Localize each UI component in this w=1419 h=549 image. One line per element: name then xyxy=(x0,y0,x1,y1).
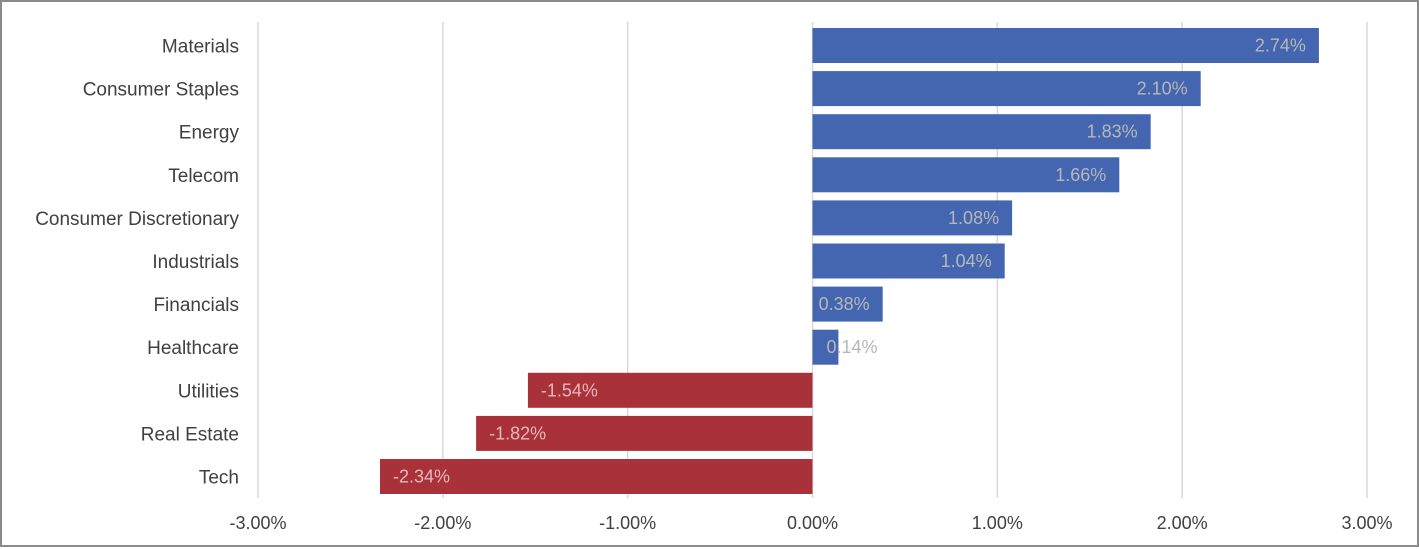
category-label: Industrials xyxy=(152,252,239,273)
bar-telecom xyxy=(812,157,1120,193)
data-label: 1.66% xyxy=(1055,165,1106,185)
bar-real-estate xyxy=(476,415,813,451)
bar-industrials xyxy=(812,243,1005,279)
data-label: 2.74% xyxy=(1255,36,1306,56)
bar-tech xyxy=(380,459,813,494)
category-label: Tech xyxy=(199,468,239,489)
bar-materials xyxy=(812,28,1319,63)
x-tick-label: 1.00% xyxy=(972,513,1023,533)
x-tick-label: 2.00% xyxy=(1157,513,1208,533)
category-label: Consumer Staples xyxy=(83,80,239,101)
category-label: Materials xyxy=(162,37,239,58)
category-label: Energy xyxy=(179,123,240,144)
x-tick-label: 0.00% xyxy=(787,513,838,533)
bar-consumer-discretionary xyxy=(812,200,1013,236)
category-label: Real Estate xyxy=(141,424,239,445)
bar-healthcare xyxy=(812,329,839,365)
data-label: 1.08% xyxy=(948,208,999,228)
bars xyxy=(380,28,1319,494)
x-tick-label: 3.00% xyxy=(1341,513,1392,533)
bar-energy xyxy=(812,114,1151,150)
data-label: 1.83% xyxy=(1087,122,1138,142)
category-label: Financials xyxy=(153,295,239,316)
data-label: -1.54% xyxy=(541,380,598,400)
category-label: Telecom xyxy=(168,166,239,187)
data-label: -2.34% xyxy=(393,467,450,487)
data-label: 2.10% xyxy=(1137,79,1188,99)
category-labels: Materials Consumer Staples Energy Telecom Co… xyxy=(35,37,239,489)
x-tick-labels: -3.00% -2.00% -1.00% 0.00% 1.00% 2.00% 3.00% xyxy=(229,513,1392,533)
data-labels: 2.74% 2.10% 1.83% 1.66% 1.08% 1.04% 0.38% 0.14%… xyxy=(393,36,1306,487)
category-label: Consumer Discretionary xyxy=(35,209,239,230)
data-label: -1.82% xyxy=(489,423,546,443)
category-label: Healthcare xyxy=(147,338,239,359)
bar-consumer-staples xyxy=(812,71,1201,107)
x-tick-label: -2.00% xyxy=(414,513,471,533)
category-label: Utilities xyxy=(178,381,239,402)
bar-utilities xyxy=(527,372,813,408)
x-tick-label: -3.00% xyxy=(229,513,286,533)
data-label: 1.04% xyxy=(941,251,992,271)
data-label: 0.14% xyxy=(827,337,878,357)
bar-financials xyxy=(812,286,883,322)
data-label: 0.38% xyxy=(819,294,870,314)
x-tick-label: -1.00% xyxy=(599,513,656,533)
